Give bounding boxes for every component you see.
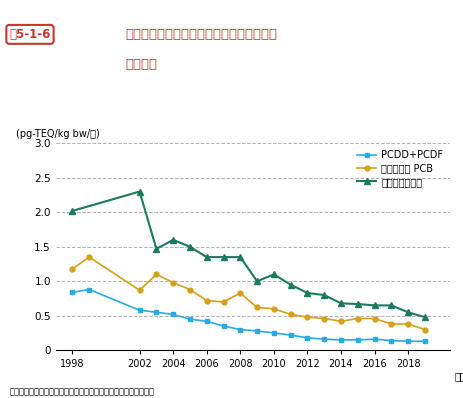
- コプラナー PCB: [388, 322, 393, 326]
- ダイオキシン類: [220, 255, 226, 259]
- ダイオキシン類: [388, 303, 393, 308]
- コプラナー PCB: [86, 255, 92, 259]
- コプラナー PCB: [421, 327, 427, 332]
- コプラナー PCB: [354, 316, 360, 321]
- PCDD+PCDF: [287, 333, 293, 338]
- Line: コプラナー PCB: コプラナー PCB: [70, 255, 426, 332]
- ダイオキシン類: [304, 291, 310, 295]
- PCDD+PCDF: [338, 338, 343, 342]
- コプラナー PCB: [237, 291, 243, 295]
- コプラナー PCB: [405, 322, 410, 326]
- PCDD+PCDF: [304, 336, 310, 340]
- コプラナー PCB: [321, 316, 326, 321]
- コプラナー PCB: [338, 319, 343, 324]
- コプラナー PCB: [270, 306, 276, 311]
- コプラナー PCB: [204, 298, 209, 303]
- コプラナー PCB: [304, 315, 310, 320]
- コプラナー PCB: [69, 266, 75, 271]
- Legend: PCDD+PCDF, コプラナー PCB, ダイオキシン類: PCDD+PCDF, コプラナー PCB, ダイオキシン類: [354, 148, 444, 189]
- PCDD+PCDF: [220, 324, 226, 328]
- PCDD+PCDF: [354, 338, 360, 342]
- PCDD+PCDF: [405, 339, 410, 343]
- PCDD+PCDF: [254, 328, 259, 333]
- コプラナー PCB: [371, 316, 376, 321]
- コプラナー PCB: [287, 312, 293, 317]
- Text: 図5-1-6: 図5-1-6: [9, 28, 50, 41]
- ダイオキシン類: [237, 255, 243, 259]
- Text: 経年変化: 経年変化: [125, 58, 157, 71]
- コプラナー PCB: [137, 288, 142, 293]
- ダイオキシン類: [338, 301, 343, 306]
- ダイオキシン類: [170, 238, 175, 242]
- PCDD+PCDF: [421, 339, 427, 343]
- PCDD+PCDF: [86, 287, 92, 292]
- ダイオキシン類: [421, 315, 427, 320]
- PCDD+PCDF: [137, 308, 142, 312]
- PCDD+PCDF: [170, 312, 175, 317]
- PCDD+PCDF: [187, 317, 192, 322]
- ダイオキシン類: [371, 303, 376, 308]
- Text: 食品からのダイオキシン類の一日摂取量の: 食品からのダイオキシン類の一日摂取量の: [125, 28, 277, 41]
- ダイオキシン類: [69, 209, 75, 213]
- Text: 資料：厚生労働省「食品からのダイオキシン類一日摂取量調査」: 資料：厚生労働省「食品からのダイオキシン類一日摂取量調査」: [9, 387, 154, 396]
- PCDD+PCDF: [270, 331, 276, 336]
- ダイオキシン類: [270, 272, 276, 277]
- コプラナー PCB: [153, 272, 159, 277]
- ダイオキシン類: [153, 246, 159, 251]
- ダイオキシン類: [187, 244, 192, 249]
- ダイオキシン類: [354, 302, 360, 306]
- コプラナー PCB: [187, 287, 192, 292]
- ダイオキシン類: [137, 189, 142, 194]
- Line: PCDD+PCDF: PCDD+PCDF: [70, 287, 426, 344]
- PCDD+PCDF: [388, 338, 393, 343]
- Line: ダイオキシン類: ダイオキシン類: [69, 188, 427, 320]
- PCDD+PCDF: [371, 337, 376, 341]
- PCDD+PCDF: [237, 327, 243, 332]
- ダイオキシン類: [254, 279, 259, 284]
- ダイオキシン類: [321, 293, 326, 297]
- Text: （年度）: （年度）: [453, 371, 463, 381]
- PCDD+PCDF: [153, 310, 159, 315]
- ダイオキシン類: [405, 310, 410, 315]
- ダイオキシン類: [204, 255, 209, 259]
- コプラナー PCB: [220, 300, 226, 304]
- Text: (pg-TEQ/kg bw/日): (pg-TEQ/kg bw/日): [16, 129, 100, 139]
- PCDD+PCDF: [69, 290, 75, 295]
- ダイオキシン類: [287, 282, 293, 287]
- コプラナー PCB: [170, 280, 175, 285]
- PCDD+PCDF: [204, 319, 209, 324]
- PCDD+PCDF: [321, 337, 326, 341]
- コプラナー PCB: [254, 305, 259, 310]
